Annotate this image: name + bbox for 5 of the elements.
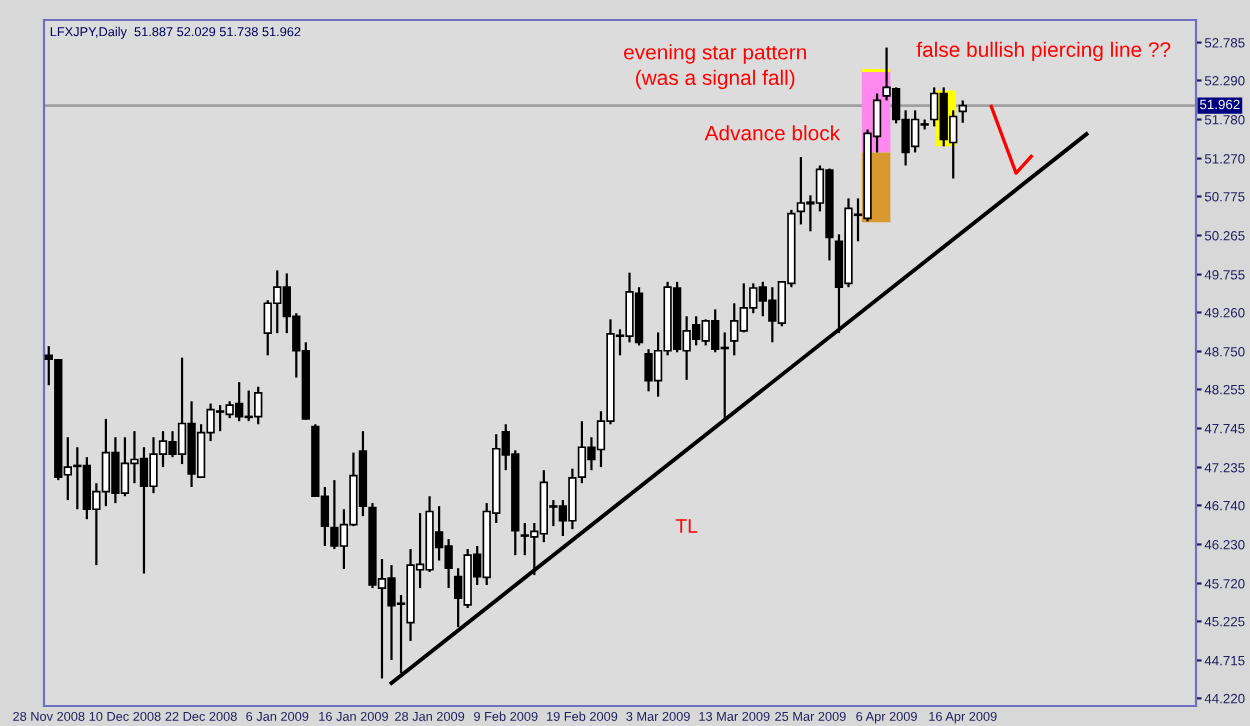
annotation: Advance block bbox=[704, 125, 841, 141]
annotation: evening star pattern (was a signal fall) bbox=[624, 44, 806, 90]
annotation: TL bbox=[675, 519, 698, 533]
annotation: false bullish piercing line ?? bbox=[916, 41, 1171, 62]
candlestick bbox=[958, 99, 967, 124]
